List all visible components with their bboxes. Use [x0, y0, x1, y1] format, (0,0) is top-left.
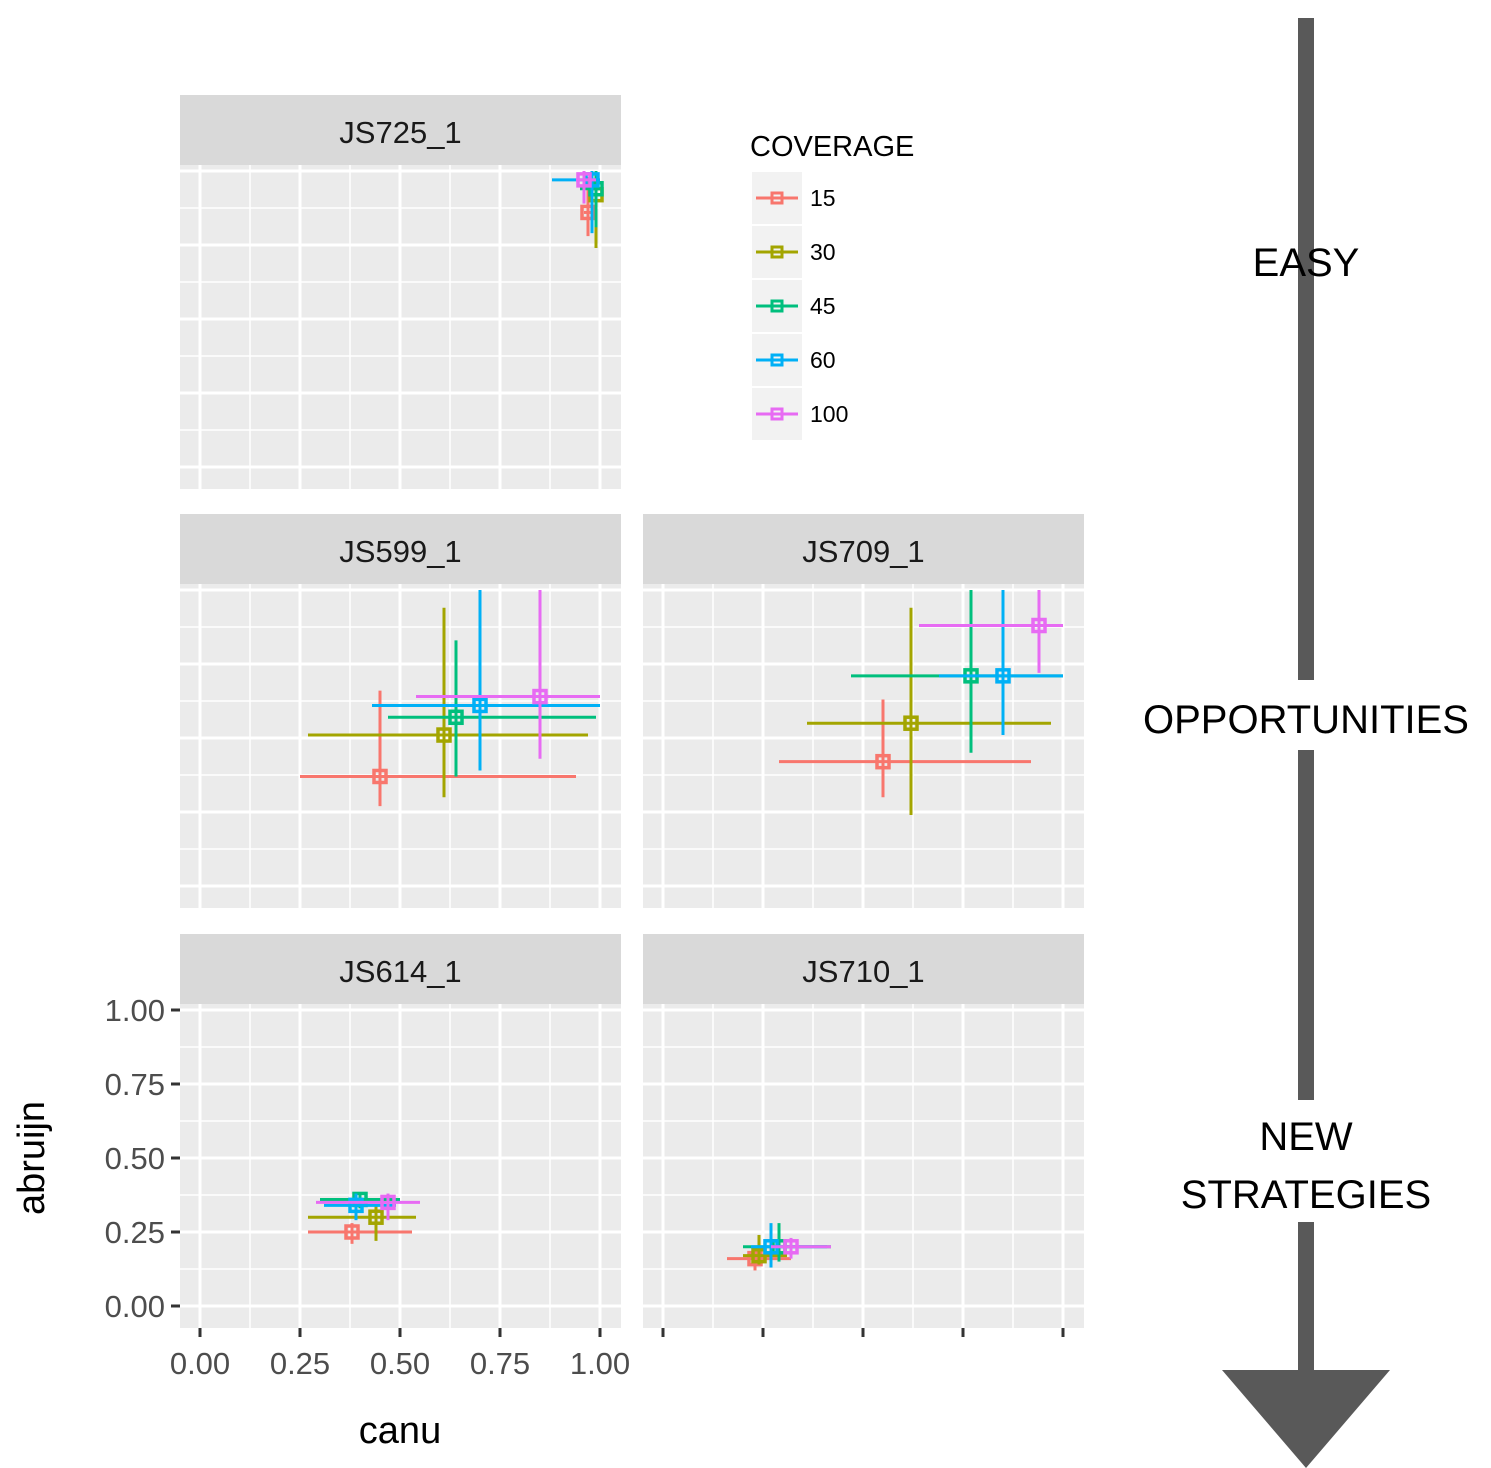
legend-entry-15: 15	[752, 172, 836, 224]
x-tick-label: 1.00	[570, 1346, 630, 1381]
facet-strip	[180, 934, 621, 1004]
legend-label: 100	[810, 401, 848, 427]
point-marker	[448, 709, 464, 726]
arrow-shaft-segment	[1298, 1222, 1314, 1372]
facet-strip	[643, 934, 1084, 1004]
annotation-new: NEW	[1259, 1115, 1353, 1159]
legend: COVERAGE 15 30 45 60 100	[750, 131, 914, 440]
annotation-strategies: STRATEGIES	[1181, 1173, 1431, 1217]
facets-layer: JS725_1 JS599_1 JS709_1 JS614_1 JS710_1	[180, 95, 1084, 1328]
arrow-shaft-segment	[1298, 750, 1314, 1100]
legend-entry-100: 100	[752, 388, 848, 440]
y-tick-label: 0.00	[105, 1289, 165, 1324]
facet-strip-label: JS725_1	[339, 115, 461, 150]
x-tick-label: 0.25	[270, 1346, 330, 1381]
y-tick-label: 0.75	[105, 1067, 165, 1102]
legend-key-marker	[770, 191, 784, 205]
facet-strip-label: JS614_1	[339, 954, 461, 989]
point-marker	[472, 697, 488, 714]
legend-entry-45: 45	[752, 280, 836, 332]
point-marker	[368, 1209, 384, 1225]
annotation-easy: EASY	[1253, 241, 1360, 285]
point-marker	[372, 768, 388, 785]
data-point-coverage-100	[416, 590, 600, 759]
facet-JS725_1: JS725_1	[180, 95, 621, 489]
data-point-coverage-60	[324, 1193, 396, 1221]
facet-strip-label: JS599_1	[339, 534, 461, 569]
data-point-coverage-15	[779, 699, 1031, 798]
y-tick-label: 0.25	[105, 1215, 165, 1250]
legend-key-marker	[770, 299, 784, 313]
legend-key-marker	[770, 407, 784, 421]
facet-JS709_1: JS709_1	[643, 514, 1084, 908]
axes-layer: 0.00 0.25 0.50 0.75 1.00 0.00 0.25 0.50 0.75 1.00…	[11, 993, 1065, 1452]
point-marker	[532, 688, 548, 705]
point-marker	[380, 1194, 396, 1211]
arrow-shaft-segment	[1298, 292, 1314, 680]
x-tick-label: 0.50	[370, 1346, 430, 1381]
legend-key-marker	[770, 353, 784, 367]
data-point-coverage-100	[919, 590, 1063, 673]
legend-label: 60	[810, 347, 836, 373]
data-point-coverage-30	[308, 1205, 416, 1241]
point-marker	[576, 172, 592, 188]
annotation-opportunities: OPPORTUNITIES	[1143, 698, 1469, 742]
data-point-coverage-100	[576, 171, 596, 204]
point-marker	[783, 1239, 799, 1255]
y-tick-label: 0.50	[105, 1141, 165, 1176]
legend-key-marker	[770, 245, 784, 259]
difficulty-arrow: EASY OPPORTUNITIES NEW STRATEGIES	[1143, 18, 1469, 1468]
legend-title: COVERAGE	[750, 131, 914, 163]
legend-label: 45	[810, 293, 836, 319]
data-point-coverage-15	[300, 690, 576, 807]
legend-label: 30	[810, 239, 836, 265]
facet-JS599_1: JS599_1	[180, 514, 621, 908]
facet-JS710_1: JS710_1	[643, 934, 1084, 1328]
legend-entry-60: 60	[752, 334, 836, 386]
data-point-coverage-100	[771, 1237, 831, 1259]
data-point-coverage-15	[308, 1223, 412, 1244]
point-marker	[903, 715, 919, 731]
data-point-coverage-15	[580, 176, 596, 237]
facet-strip-label: JS709_1	[802, 534, 924, 569]
point-marker	[1031, 617, 1047, 634]
x-tick-label: 0.00	[170, 1346, 230, 1381]
arrow-shaft-segment	[1298, 18, 1314, 292]
legend-entry-30: 30	[752, 226, 836, 278]
point-marker	[747, 1250, 763, 1267]
facet-strip	[180, 514, 621, 584]
facet-strip	[180, 95, 621, 165]
facet-strip	[643, 514, 1084, 584]
point-marker	[348, 1197, 364, 1214]
point-marker	[580, 204, 596, 221]
y-tick-label: 1.00	[105, 993, 165, 1028]
point-marker	[875, 753, 891, 770]
data-point-coverage-60	[372, 590, 600, 771]
x-tick-label: 0.75	[470, 1346, 530, 1381]
arrow-head	[1222, 1370, 1390, 1468]
point-marker	[344, 1224, 360, 1240]
y-axis-title: abruijn	[11, 1101, 53, 1215]
x-axis-title: canu	[359, 1410, 441, 1452]
point-marker	[436, 727, 452, 743]
legend-label: 15	[810, 185, 836, 211]
data-point-coverage-45	[388, 640, 596, 777]
facet-strip-label: JS710_1	[802, 954, 924, 989]
data-point-coverage-100	[316, 1193, 420, 1221]
point-marker	[995, 668, 1011, 684]
data-point-coverage-60	[939, 590, 1063, 736]
facet-JS614_1: JS614_1	[180, 934, 621, 1328]
data-point-coverage-30	[807, 607, 1051, 815]
point-marker	[751, 1247, 767, 1264]
point-marker	[588, 181, 604, 197]
